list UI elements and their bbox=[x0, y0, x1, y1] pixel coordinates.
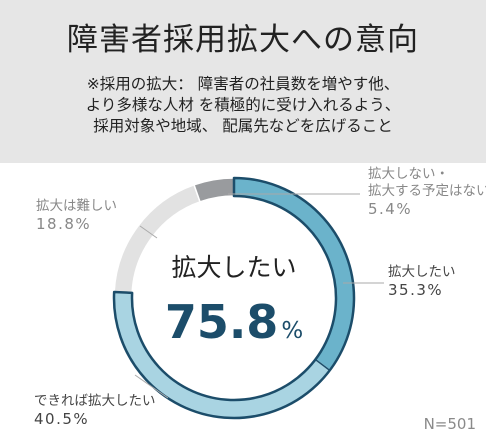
slice-label: 拡大する予定はない bbox=[368, 183, 486, 199]
page-title: 障害者採用拡大への意向 bbox=[67, 22, 419, 58]
center-value: 75.8% bbox=[165, 295, 303, 349]
slice-label: 拡大は難しい bbox=[36, 198, 117, 214]
donut-slice bbox=[193, 177, 235, 203]
highlight-outline bbox=[112, 176, 356, 420]
slice-divider bbox=[314, 358, 331, 371]
note-line: ※採用の拡大： 障害者の社員数を増やす他、 bbox=[86, 75, 400, 93]
note-line: より多様な人材 を積極的に受け入れるよう、 bbox=[85, 96, 401, 114]
definition-note: ※採用の拡大： 障害者の社員数を増やす他、 より多様な人材 を積極的に受け入れる… bbox=[0, 74, 486, 137]
slice-label: できれば拡大したい bbox=[34, 393, 156, 409]
slice-value-label: 40.5% bbox=[34, 410, 89, 428]
leader-line bbox=[134, 374, 169, 399]
slice-value-label: 18.8% bbox=[36, 215, 91, 233]
slice-value-label: 5.4% bbox=[368, 200, 412, 218]
note-line: 採用対象や地域、 配属先などを広げること bbox=[93, 117, 393, 135]
slice-value-label: 35.3% bbox=[388, 281, 443, 299]
header-panel: 障害者採用拡大への意向 ※採用の拡大： 障害者の社員数を増やす他、 より多様な人… bbox=[0, 0, 486, 163]
leader-line bbox=[139, 225, 158, 239]
sample-size: N=501 bbox=[423, 415, 476, 433]
slice-label: 拡大しない・ bbox=[368, 166, 449, 182]
slice-label: 拡大したい bbox=[388, 264, 456, 280]
center-label: 拡大したい bbox=[171, 253, 296, 282]
